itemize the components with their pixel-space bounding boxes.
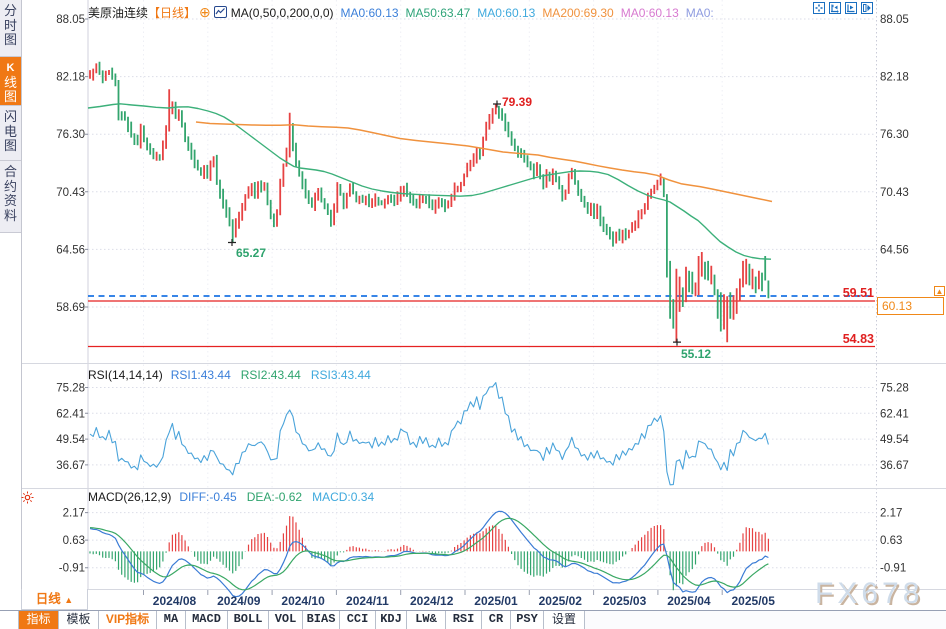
svg-text:76.30: 76.30 bbox=[880, 129, 909, 141]
svg-text:2024/12: 2024/12 bbox=[410, 594, 454, 608]
svg-text:36.67: 36.67 bbox=[880, 460, 909, 472]
svg-text:62.41: 62.41 bbox=[880, 408, 909, 420]
svg-text:64.56: 64.56 bbox=[880, 244, 909, 256]
svg-text:2025/02: 2025/02 bbox=[539, 594, 583, 608]
svg-text:62.41: 62.41 bbox=[56, 408, 85, 420]
svg-text:70.43: 70.43 bbox=[880, 187, 909, 199]
svg-text:2025/01: 2025/01 bbox=[474, 594, 518, 608]
svg-text:58.69: 58.69 bbox=[56, 302, 85, 314]
svg-text:65.27: 65.27 bbox=[236, 246, 266, 260]
svg-text:82.18: 82.18 bbox=[56, 72, 85, 84]
svg-text:36.67: 36.67 bbox=[56, 460, 85, 472]
svg-text:2024/10: 2024/10 bbox=[281, 594, 325, 608]
svg-text:2024/08: 2024/08 bbox=[153, 594, 197, 608]
svg-text:82.18: 82.18 bbox=[880, 72, 909, 84]
svg-text:2.17: 2.17 bbox=[880, 508, 902, 520]
svg-text:-0.91: -0.91 bbox=[59, 563, 85, 575]
svg-text:2025/03: 2025/03 bbox=[603, 594, 647, 608]
svg-text:2024/11: 2024/11 bbox=[346, 594, 389, 608]
svg-text:0.63: 0.63 bbox=[63, 535, 85, 547]
svg-text:64.56: 64.56 bbox=[56, 244, 85, 256]
svg-text:70.43: 70.43 bbox=[56, 187, 85, 199]
svg-text:2025/05: 2025/05 bbox=[732, 594, 776, 608]
svg-text:59.51: 59.51 bbox=[843, 286, 874, 300]
svg-text:75.28: 75.28 bbox=[880, 383, 909, 395]
svg-text:55.12: 55.12 bbox=[681, 347, 711, 361]
svg-text:79.39: 79.39 bbox=[502, 95, 532, 109]
svg-text:-0.91: -0.91 bbox=[880, 563, 906, 575]
svg-text:88.05: 88.05 bbox=[880, 14, 909, 26]
svg-text:49.54: 49.54 bbox=[56, 434, 85, 446]
svg-text:2.17: 2.17 bbox=[63, 508, 85, 520]
svg-text:88.05: 88.05 bbox=[56, 14, 85, 26]
svg-text:0.63: 0.63 bbox=[880, 535, 902, 547]
svg-text:76.30: 76.30 bbox=[56, 129, 85, 141]
svg-text:54.83: 54.83 bbox=[843, 332, 874, 346]
svg-text:75.28: 75.28 bbox=[56, 383, 85, 395]
svg-text:2025/04: 2025/04 bbox=[667, 594, 711, 608]
svg-text:2024/09: 2024/09 bbox=[217, 594, 261, 608]
svg-text:49.54: 49.54 bbox=[880, 434, 909, 446]
